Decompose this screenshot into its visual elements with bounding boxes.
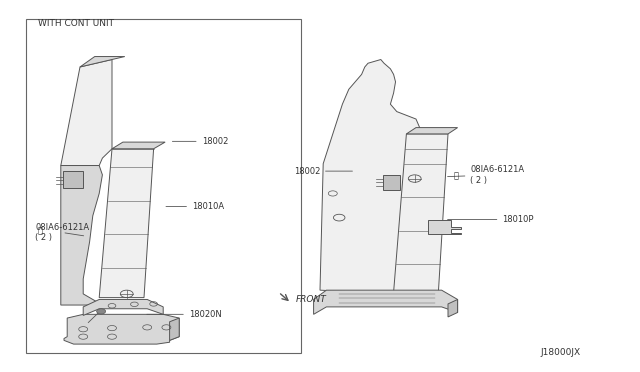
- Circle shape: [97, 309, 106, 314]
- Text: 08IA6-6121A
( 2 ): 08IA6-6121A ( 2 ): [35, 223, 90, 242]
- Polygon shape: [112, 142, 165, 149]
- Polygon shape: [320, 60, 426, 294]
- Text: Ⓑ: Ⓑ: [453, 171, 458, 180]
- Polygon shape: [314, 290, 458, 314]
- Polygon shape: [61, 166, 102, 305]
- Polygon shape: [394, 134, 448, 292]
- Text: WITH CONT UNIT: WITH CONT UNIT: [38, 19, 115, 28]
- Text: 08IA6-6121A
( 2 ): 08IA6-6121A ( 2 ): [447, 165, 525, 185]
- Text: J18000JX: J18000JX: [541, 348, 581, 357]
- Polygon shape: [383, 175, 400, 190]
- Text: 18002: 18002: [294, 167, 353, 176]
- Text: 18002: 18002: [172, 137, 228, 146]
- Polygon shape: [83, 299, 163, 315]
- Polygon shape: [428, 220, 461, 234]
- Text: 18020N: 18020N: [147, 310, 221, 319]
- Bar: [26, 19, 301, 353]
- Polygon shape: [406, 128, 458, 134]
- Text: 18010P: 18010P: [447, 215, 534, 224]
- Text: 18010A: 18010A: [166, 202, 224, 211]
- Polygon shape: [64, 314, 179, 344]
- Text: FRONT: FRONT: [296, 295, 326, 304]
- Polygon shape: [99, 149, 154, 298]
- Polygon shape: [80, 57, 125, 67]
- Polygon shape: [63, 171, 83, 188]
- Text: Ⓑ: Ⓑ: [38, 226, 43, 235]
- Polygon shape: [61, 60, 112, 166]
- Polygon shape: [170, 318, 179, 340]
- Polygon shape: [448, 299, 458, 317]
